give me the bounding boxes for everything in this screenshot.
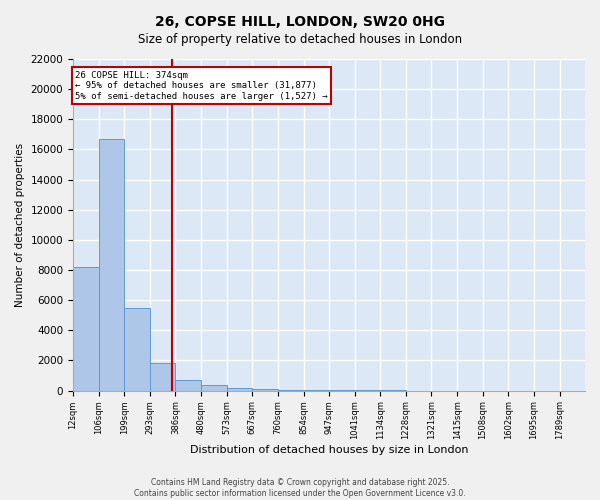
Y-axis label: Number of detached properties: Number of detached properties	[15, 142, 25, 307]
Bar	[124, 308, 150, 390]
Bar	[73, 267, 99, 390]
Text: 26 COPSE HILL: 374sqm
← 95% of detached houses are smaller (31,877)
5% of semi-d: 26 COPSE HILL: 374sqm ← 95% of detached …	[75, 71, 328, 101]
Text: Contains HM Land Registry data © Crown copyright and database right 2025.
Contai: Contains HM Land Registry data © Crown c…	[134, 478, 466, 498]
Bar	[150, 364, 175, 390]
Text: 26, COPSE HILL, LONDON, SW20 0HG: 26, COPSE HILL, LONDON, SW20 0HG	[155, 15, 445, 29]
Bar	[227, 388, 253, 390]
Bar	[99, 139, 124, 390]
Text: Size of property relative to detached houses in London: Size of property relative to detached ho…	[138, 32, 462, 46]
Bar	[201, 386, 227, 390]
Bar	[253, 389, 278, 390]
X-axis label: Distribution of detached houses by size in London: Distribution of detached houses by size …	[190, 445, 468, 455]
Bar	[175, 380, 201, 390]
